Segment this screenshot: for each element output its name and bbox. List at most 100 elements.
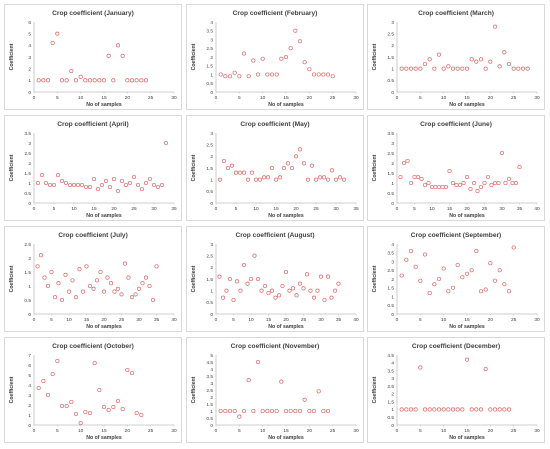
x-tick-label: 20 bbox=[101, 317, 107, 323]
scatter-point bbox=[241, 170, 247, 175]
scatter-chart: Crop coefficient (February) 0 0.5 1 1.5 2 2.5 3… bbox=[186, 4, 364, 110]
y-tick-label: 2.5 bbox=[206, 253, 213, 259]
y-tick-label: 2.5 bbox=[387, 151, 394, 157]
x-tick-label: 5 bbox=[413, 206, 416, 212]
scatter-point bbox=[283, 54, 289, 60]
scatter-chart: Crop coefficient (December) 0 0.5 1 1.52 2.5 3… bbox=[367, 337, 545, 443]
chart-title: Crop coefficient (July) bbox=[58, 232, 128, 239]
scatter-point bbox=[483, 366, 488, 372]
scatter-point bbox=[69, 68, 74, 74]
scatter-point bbox=[450, 66, 456, 71]
chart-border bbox=[4, 4, 182, 110]
y-tick-label: 5 bbox=[28, 373, 31, 379]
y-tick-label: 0.5 bbox=[24, 191, 31, 197]
x-tick-label: 5 bbox=[419, 317, 422, 323]
scatter-point bbox=[107, 184, 113, 190]
x-tick-label: 35 bbox=[171, 206, 177, 212]
scatter-point bbox=[66, 289, 72, 294]
scatter-point bbox=[502, 50, 507, 55]
x-tick-label: 0 bbox=[33, 317, 36, 323]
y-tick-label: 0 bbox=[391, 90, 394, 96]
scatter-point bbox=[69, 399, 74, 405]
x-tick-label: 20 bbox=[283, 317, 289, 323]
scatter-point bbox=[45, 392, 51, 398]
x-tick-label: 15 bbox=[464, 317, 470, 323]
chart-panel: Crop coefficient (July) 0 0.5 1 1.5 2 2.5 0 5 10 1… bbox=[4, 226, 182, 332]
scatter-point bbox=[341, 177, 347, 182]
scatter-point bbox=[223, 74, 228, 79]
x-tick-label: 25 bbox=[301, 317, 307, 323]
scatter-point bbox=[241, 408, 247, 414]
y-tick-label: 2.5 bbox=[387, 268, 394, 274]
scatter-point bbox=[35, 264, 40, 269]
scatter-point bbox=[246, 74, 251, 79]
y-tick-label: 7 bbox=[28, 353, 31, 359]
scatter-point bbox=[443, 184, 449, 190]
scatter-point bbox=[475, 188, 480, 194]
scatter-point bbox=[304, 272, 310, 277]
x-tick-label: 0 bbox=[33, 428, 36, 434]
y-tick-label: 2 bbox=[210, 55, 213, 61]
y-tick-label: 0.5 bbox=[206, 189, 213, 195]
scatter-point bbox=[99, 182, 105, 188]
x-tick-label: 10 bbox=[429, 206, 435, 212]
scatter-point bbox=[478, 57, 484, 62]
y-tick-label: 3 bbox=[210, 131, 213, 137]
y-axis-label: Coefficient bbox=[191, 43, 197, 70]
scatter-point bbox=[231, 297, 236, 303]
scatter-point bbox=[101, 289, 107, 294]
scatter-point bbox=[87, 78, 93, 83]
scatter-point bbox=[269, 408, 275, 414]
scatter-point bbox=[147, 283, 152, 289]
x-tick-label: 0 bbox=[396, 95, 399, 101]
x-axis-label: No of samples bbox=[449, 213, 485, 219]
scatter-point bbox=[266, 290, 271, 296]
y-tick-label: 0 bbox=[28, 90, 31, 96]
scatter-point bbox=[115, 188, 121, 194]
y-axis-label: Coefficient bbox=[191, 376, 197, 403]
y-tick-label: 4 bbox=[391, 242, 394, 248]
scatter-point bbox=[419, 176, 424, 182]
chart-border bbox=[367, 4, 545, 110]
x-tick-label: 10 bbox=[260, 428, 266, 434]
scatter-point bbox=[511, 66, 516, 71]
y-tick-label: 3 bbox=[28, 393, 31, 399]
scatter-point bbox=[269, 288, 275, 293]
y-tick-label: 0.5 bbox=[387, 303, 394, 309]
y-tick-label: 2.5 bbox=[206, 388, 213, 394]
scatter-point bbox=[311, 408, 317, 414]
scatter-point bbox=[404, 407, 409, 412]
scatter-point bbox=[432, 66, 437, 71]
scatter-point bbox=[47, 182, 53, 188]
scatter-point bbox=[63, 272, 68, 277]
x-tick-label: 20 bbox=[307, 95, 313, 101]
scatter-point bbox=[92, 78, 97, 83]
scatter-point bbox=[229, 163, 235, 168]
chart-border bbox=[4, 337, 182, 443]
scatter-point bbox=[38, 253, 44, 258]
scatter-point bbox=[511, 245, 516, 250]
scatter-point bbox=[305, 177, 311, 182]
scatter-chart: Crop coefficient (March)00.511.522.530 5 1… bbox=[367, 4, 545, 110]
scatter-point bbox=[404, 257, 409, 262]
scatter-point bbox=[474, 248, 479, 254]
scatter-point bbox=[119, 292, 124, 297]
x-tick-label: 15 bbox=[464, 95, 470, 101]
y-tick-label: 0 bbox=[210, 201, 213, 207]
y-tick-label: 3 bbox=[210, 242, 213, 248]
chart-panel: Crop coefficient (February) 0 0.5 1 1.5 2 2.5 3… bbox=[186, 4, 364, 110]
scatter-point bbox=[103, 178, 109, 184]
y-tick-label: 3.5 bbox=[387, 368, 394, 374]
y-tick-label: 0 bbox=[391, 201, 394, 207]
scatter-point bbox=[87, 410, 93, 416]
x-tick-label: 20 bbox=[125, 95, 131, 101]
y-tick-label: 0 bbox=[28, 201, 31, 207]
scatter-point bbox=[418, 278, 423, 283]
chart-panel: Crop coefficient (December) 0 0.5 1 1.5 2 2.5 3… bbox=[367, 337, 545, 443]
scatter-point bbox=[311, 72, 317, 77]
scatter-point bbox=[317, 175, 323, 180]
x-tick-label: 0 bbox=[396, 317, 399, 323]
scatter-point bbox=[316, 389, 321, 394]
scatter-point bbox=[297, 408, 303, 414]
scatter-point bbox=[265, 175, 271, 180]
